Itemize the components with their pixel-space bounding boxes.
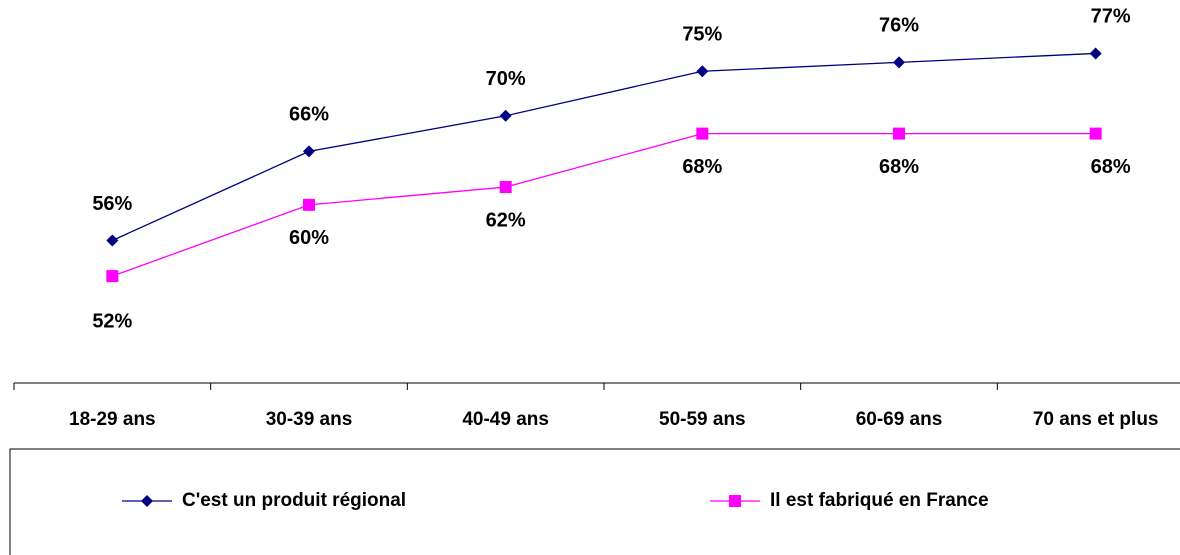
legend-box	[9, 448, 1180, 555]
x-tick-label: 60-69 ans	[856, 409, 943, 430]
data-point	[499, 181, 512, 194]
data-point	[106, 270, 119, 283]
legend-marker	[729, 495, 741, 507]
legend-label: C'est un produit régional	[182, 490, 406, 511]
x-tick-label: 50-59 ans	[659, 409, 746, 430]
data-point	[1089, 127, 1102, 140]
data-point	[696, 65, 709, 78]
x-tick-label: 70 ans et plus	[1033, 409, 1159, 430]
data-label: 68%	[879, 156, 919, 178]
legend-marker	[141, 495, 153, 507]
data-point	[1089, 47, 1102, 60]
x-tick-label: 40-49 ans	[462, 409, 549, 430]
data-label: 56%	[92, 193, 132, 215]
x-tick-label: 18-29 ans	[69, 409, 156, 430]
data-point	[696, 127, 709, 140]
series-line	[112, 132, 1096, 277]
data-label: 62%	[486, 209, 526, 231]
data-label: 60%	[289, 227, 329, 249]
data-label: 66%	[289, 104, 329, 126]
data-point	[106, 234, 119, 247]
data-label: 77%	[1091, 6, 1131, 28]
data-point	[893, 127, 905, 140]
data-point	[499, 109, 512, 122]
data-point	[893, 56, 905, 69]
data-point	[303, 198, 315, 211]
data-label: 70%	[486, 68, 526, 90]
data-label: 75%	[682, 24, 722, 46]
data-label: 68%	[682, 156, 722, 178]
data-point	[303, 145, 315, 158]
data-label: 52%	[92, 310, 132, 332]
legend-label: Il est fabriqué en France	[770, 490, 989, 511]
data-label: 76%	[879, 15, 919, 37]
series-line	[112, 52, 1096, 242]
x-tick-label: 30-39 ans	[266, 409, 353, 430]
data-label: 68%	[1091, 156, 1131, 178]
